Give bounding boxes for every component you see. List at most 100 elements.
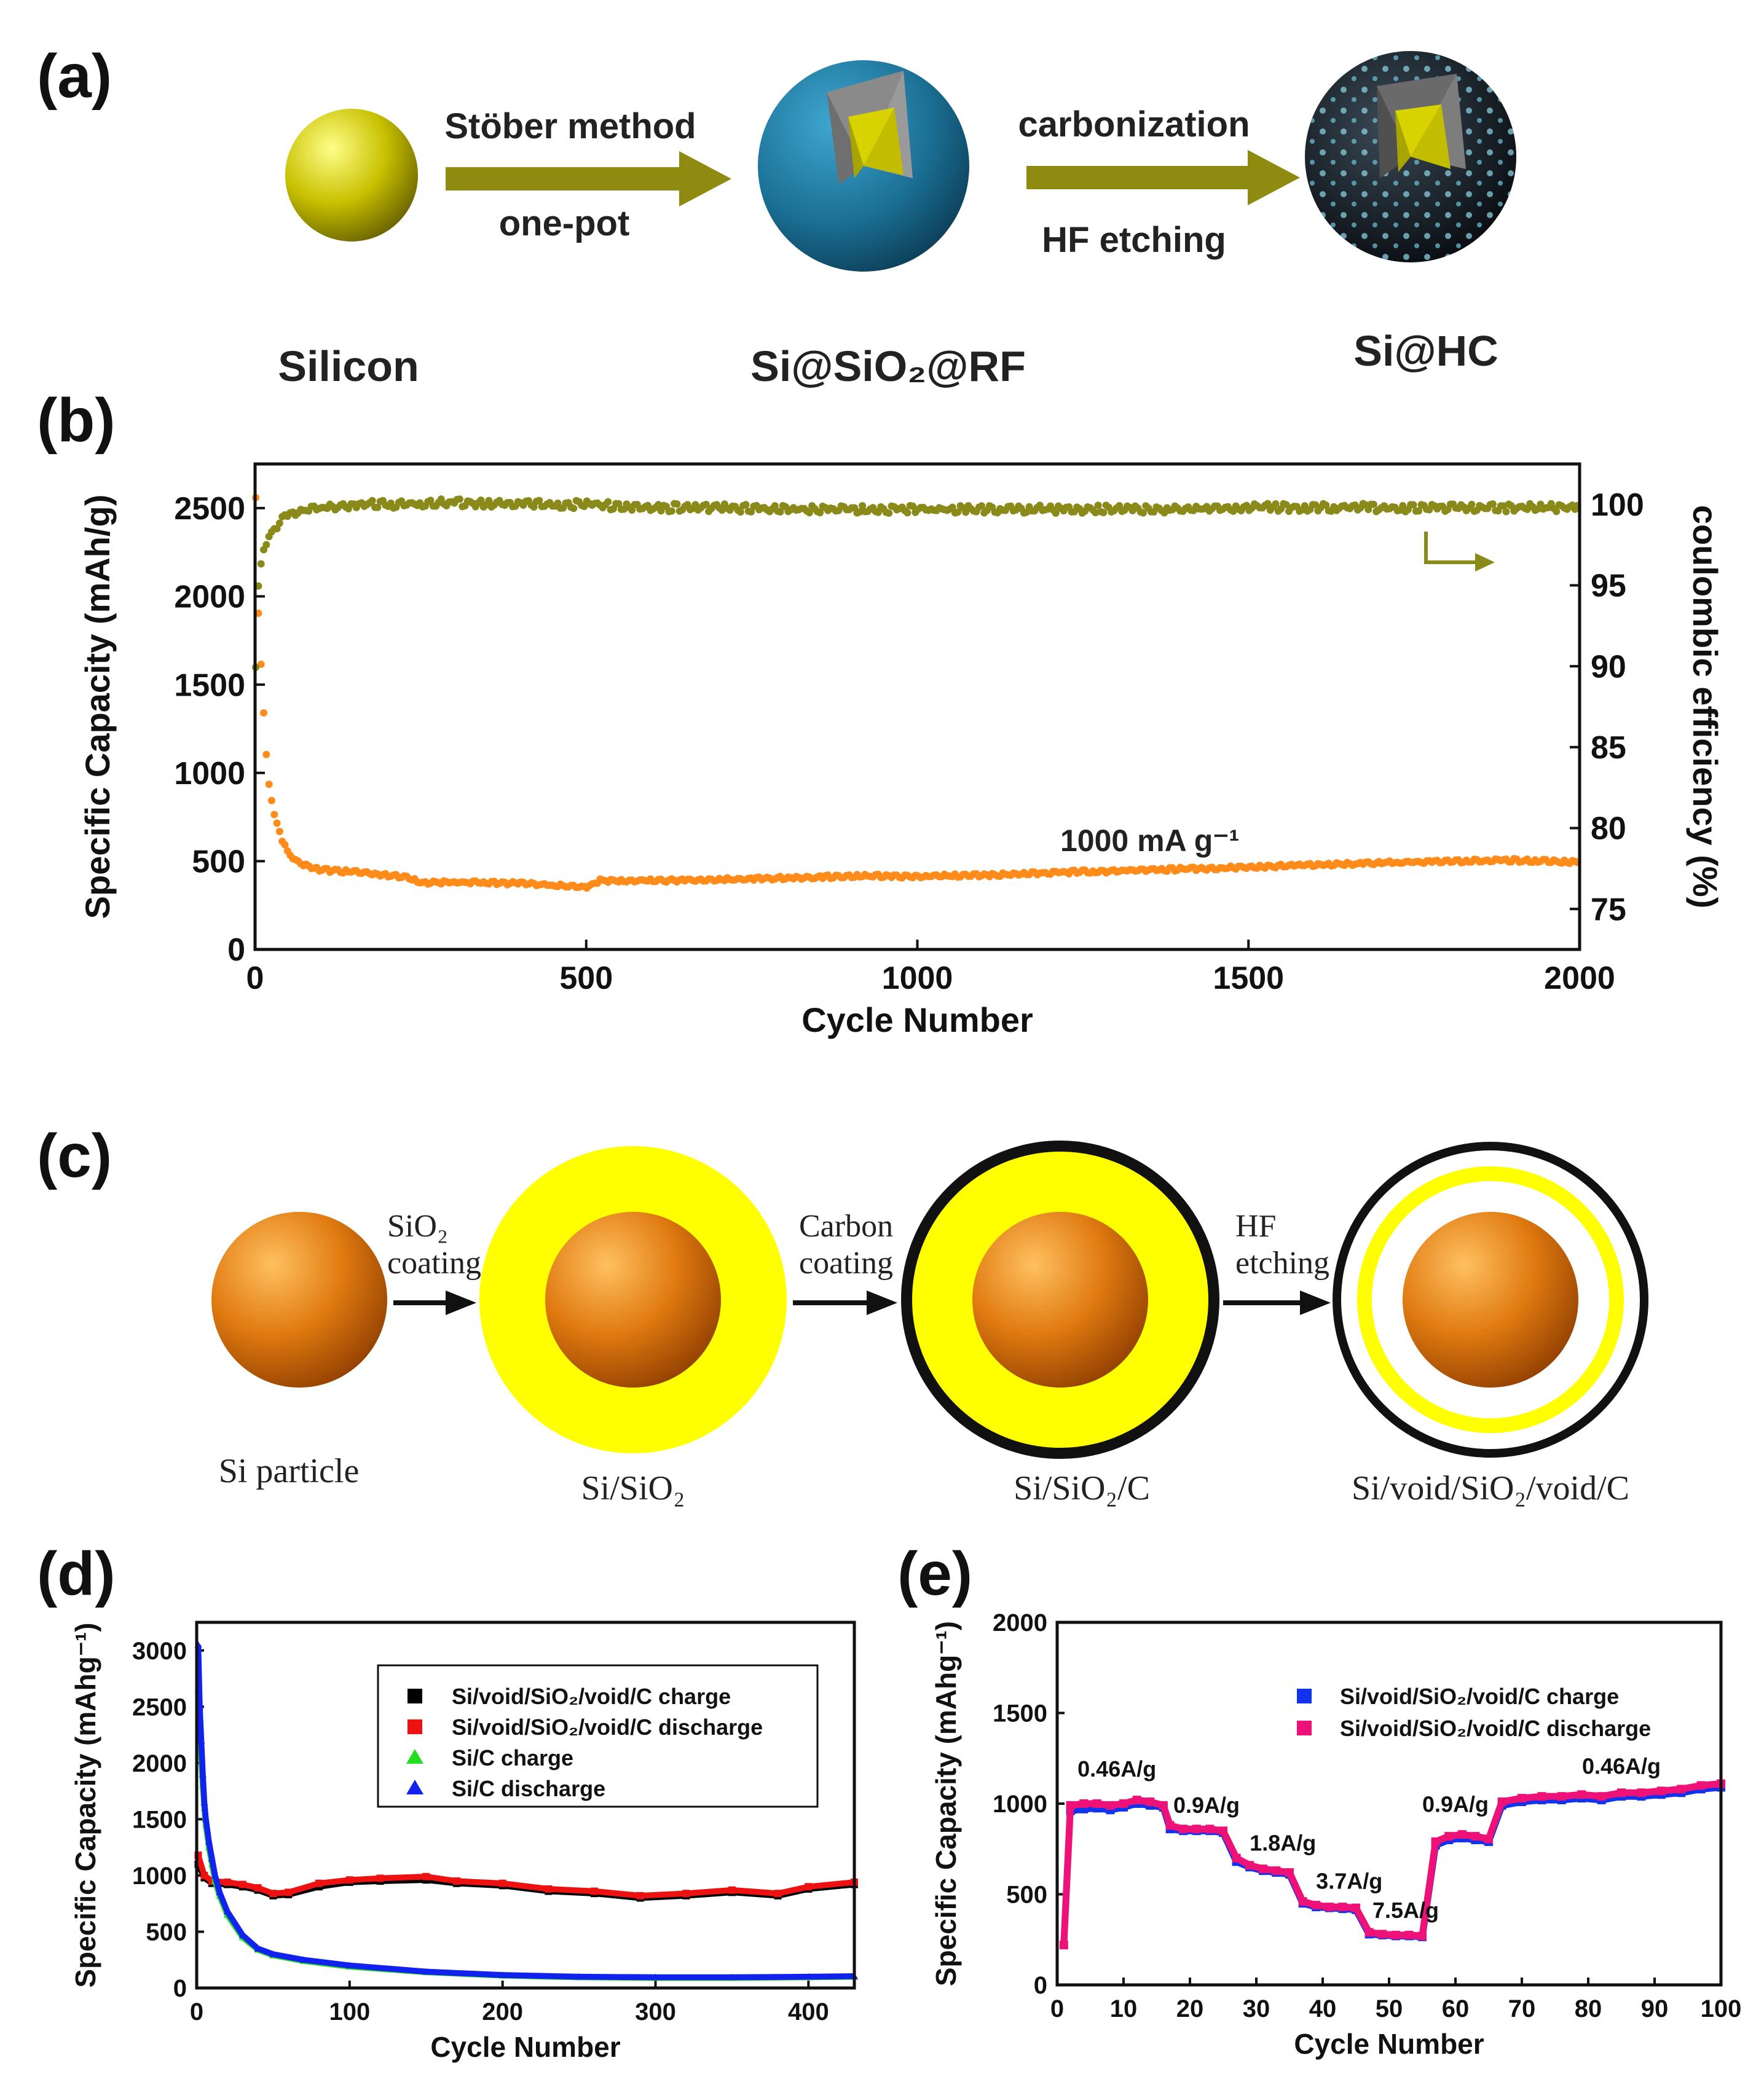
y-tick-label: 1500 bbox=[174, 667, 245, 703]
y2-tick-label: 80 bbox=[1591, 811, 1626, 847]
rate-annotation: 0.9A/g bbox=[1173, 1793, 1240, 1818]
chart-e: 0 10 20 30 40 50 60 70 80 90 1000500100015002000Cy… bbox=[930, 1609, 1741, 2060]
y-tick-label: 0 bbox=[1034, 1972, 1047, 1999]
y-tick-label: 2000 bbox=[174, 579, 245, 615]
x-tick-label: 70 bbox=[1508, 1995, 1536, 2022]
arrow-a1 bbox=[446, 151, 731, 206]
arrow-a1-top: Stöber method bbox=[444, 106, 696, 146]
legend-entry: Si/C discharge bbox=[452, 1776, 605, 1801]
data-point bbox=[257, 560, 265, 568]
y-tick-label: 1000 bbox=[993, 1791, 1047, 1818]
x-tick-label: 90 bbox=[1641, 1995, 1669, 2022]
data-point bbox=[368, 497, 376, 505]
x-axis-label: Cycle Number bbox=[430, 2031, 620, 2063]
ce-axis-indicator-arrow bbox=[1424, 532, 1495, 572]
data-point bbox=[265, 780, 273, 788]
data-point bbox=[856, 508, 864, 516]
x-tick-label: 500 bbox=[559, 960, 613, 996]
series-trace bbox=[195, 1644, 855, 1981]
data-point bbox=[455, 495, 463, 503]
y2-tick-label: 95 bbox=[1591, 568, 1626, 604]
panel-d-label: (d) bbox=[37, 1539, 116, 1608]
x-tick-label: 100 bbox=[1701, 1995, 1742, 2022]
data-point bbox=[816, 509, 824, 517]
data-point bbox=[530, 503, 538, 511]
y-tick-label: 2500 bbox=[174, 491, 245, 527]
series-si-void-sio-void-c-discharge bbox=[194, 1851, 858, 1899]
data-point bbox=[776, 508, 784, 516]
arrow-a2-top: carbonization bbox=[1018, 104, 1250, 144]
legend-box bbox=[377, 1664, 819, 1808]
y-axis-label: Specific Capacity (mAh/g) bbox=[78, 495, 117, 919]
data-point bbox=[275, 828, 283, 836]
data-point bbox=[615, 500, 623, 508]
panel-e: (e) 0 10 20 30 40 50 60 70 80 90 10005001000150020… bbox=[897, 1539, 1741, 2060]
si-sio2-rf-sphere bbox=[758, 60, 969, 272]
y-tick-label: 0 bbox=[173, 1975, 187, 2002]
y-tick-label: 2500 bbox=[132, 1694, 187, 1721]
data-point bbox=[535, 497, 543, 505]
legend-marker bbox=[1297, 1689, 1312, 1703]
data-point bbox=[1468, 500, 1476, 508]
x-tick-label: 0 bbox=[1050, 1995, 1064, 2022]
panel-c-label: (c) bbox=[37, 1122, 112, 1190]
data-point bbox=[742, 501, 750, 509]
legend-marker bbox=[406, 1749, 423, 1764]
x-tick-label: 0 bbox=[190, 1998, 203, 2025]
series-si-void-sio-void-c-discharge bbox=[1059, 1779, 1725, 1950]
data-point bbox=[673, 500, 681, 508]
x-axis-label: Cycle Number bbox=[1294, 2028, 1484, 2060]
arrow-c2-top: Carbon bbox=[799, 1209, 893, 1244]
x-tick-label: 40 bbox=[1309, 1995, 1337, 2022]
label-si-particle: Si particle bbox=[219, 1452, 360, 1490]
rate-annotation: 7.5A/g bbox=[1372, 1898, 1439, 1923]
legend-entry: Si/void/SiO₂/void/C charge bbox=[452, 1684, 731, 1709]
y-tick-label: 1500 bbox=[993, 1700, 1047, 1727]
data-point bbox=[275, 519, 283, 527]
y-tick-label: 0 bbox=[227, 932, 245, 968]
data-point bbox=[570, 505, 578, 513]
data-point bbox=[978, 502, 986, 510]
data-point bbox=[747, 508, 755, 516]
data-point bbox=[1553, 508, 1561, 516]
arrow-c2-bottom: coating bbox=[799, 1246, 893, 1281]
x-tick-label: 1000 bbox=[882, 960, 953, 996]
series-trace bbox=[1060, 1780, 1722, 1946]
chart-d: 0 100 200 300 400 0 500 1000 1500 2000 2500 3000 Cyc… bbox=[69, 1620, 858, 2063]
y-axis-label: Specific Capacity (mAhg⁻¹) bbox=[69, 1622, 101, 1987]
data-point bbox=[1052, 509, 1060, 517]
data-point bbox=[1502, 508, 1510, 516]
data-point bbox=[1094, 501, 1102, 509]
data-point bbox=[260, 709, 268, 717]
data-point bbox=[1322, 501, 1330, 509]
y-tick-label: 500 bbox=[146, 1919, 187, 1946]
legend-marker bbox=[408, 1689, 422, 1703]
x-tick-label: 30 bbox=[1243, 1995, 1270, 2022]
panel-c: (c) SiO₂ coating Carbon coating HF etchi… bbox=[37, 1122, 1648, 1507]
si-particle-sphere bbox=[211, 1212, 387, 1388]
x-tick-label: 1500 bbox=[1213, 960, 1284, 996]
panel-d: (d) 0 100 200 300 400 0 500 1000 1500 2000 2500 300… bbox=[37, 1539, 858, 2063]
y2-tick-label: 90 bbox=[1591, 649, 1626, 685]
label-si-sio2-c: Si/SiO₂/C bbox=[1014, 1469, 1150, 1507]
legend-entry: Si/void/SiO₂/void/C charge bbox=[1340, 1684, 1619, 1709]
rate-annotation: 1.8A/g bbox=[1250, 1831, 1316, 1856]
data-point bbox=[1100, 509, 1108, 517]
panel-e-label: (e) bbox=[897, 1539, 972, 1608]
chart-b-annotation: 1000 mA g⁻¹ bbox=[1060, 823, 1239, 858]
y-tick-label: 3000 bbox=[132, 1638, 187, 1665]
series-axis-left bbox=[252, 493, 1581, 892]
x-tick-label: 300 bbox=[635, 1998, 676, 2025]
arrow-c3 bbox=[1223, 1290, 1331, 1315]
series-trace bbox=[195, 1854, 855, 1899]
data-point bbox=[1489, 500, 1497, 508]
data-point bbox=[702, 500, 710, 508]
silicon-sphere bbox=[285, 109, 418, 242]
si-void-sio2-void-c-sphere bbox=[1333, 1142, 1648, 1458]
data-point bbox=[1139, 509, 1147, 517]
panel-b-label: (b) bbox=[37, 386, 116, 455]
rate-annotation: 0.46A/g bbox=[1582, 1753, 1661, 1778]
data-point bbox=[270, 811, 278, 819]
y2-tick-label: 100 bbox=[1591, 487, 1644, 523]
